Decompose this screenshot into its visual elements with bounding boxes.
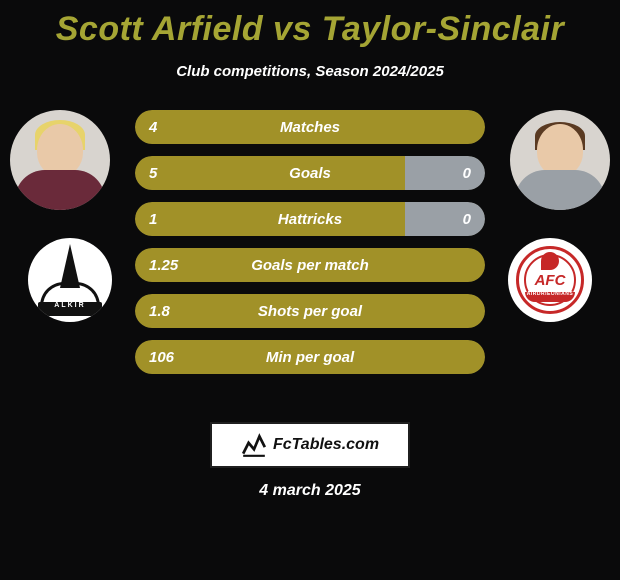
club-right-badge: AFC AIRDRIEONIANS bbox=[508, 238, 592, 322]
player-left-avatar bbox=[10, 110, 110, 210]
club-left-label: ALKIR bbox=[28, 302, 112, 309]
stat-row: 4Matches bbox=[135, 110, 485, 144]
stat-label: Goals bbox=[135, 165, 485, 182]
player-right-avatar bbox=[510, 110, 610, 210]
date-label: 4 march 2025 bbox=[0, 482, 620, 500]
stat-label: Min per goal bbox=[135, 349, 485, 366]
stat-row: 1.8Shots per goal bbox=[135, 294, 485, 328]
stat-row: 50Goals bbox=[135, 156, 485, 190]
comparison-panel: ALKIR AFC AIRDRIEONIANS 4Matches 50Goals 1… bbox=[0, 110, 620, 410]
stat-label: Matches bbox=[135, 119, 485, 136]
brand-text: FcTables.com bbox=[273, 436, 379, 454]
stat-row: 10Hattricks bbox=[135, 202, 485, 236]
stat-label: Hattricks bbox=[135, 211, 485, 228]
stat-label: Shots per goal bbox=[135, 303, 485, 320]
club-left-badge: ALKIR bbox=[28, 238, 112, 322]
club-right-label: AFC bbox=[508, 272, 592, 289]
stat-row: 106Min per goal bbox=[135, 340, 485, 374]
brand-badge: FcTables.com bbox=[210, 422, 410, 468]
subtitle: Club competitions, Season 2024/2025 bbox=[0, 63, 620, 80]
page-title: Scott Arfield vs Taylor-Sinclair bbox=[0, 0, 620, 49]
stat-bars: 4Matches 50Goals 10Hattricks 1.25Goals per … bbox=[135, 110, 485, 386]
stat-label: Goals per match bbox=[135, 257, 485, 274]
chart-icon bbox=[241, 432, 267, 458]
stat-row: 1.25Goals per match bbox=[135, 248, 485, 282]
club-right-sublabel: AIRDRIEONIANS bbox=[508, 291, 592, 297]
